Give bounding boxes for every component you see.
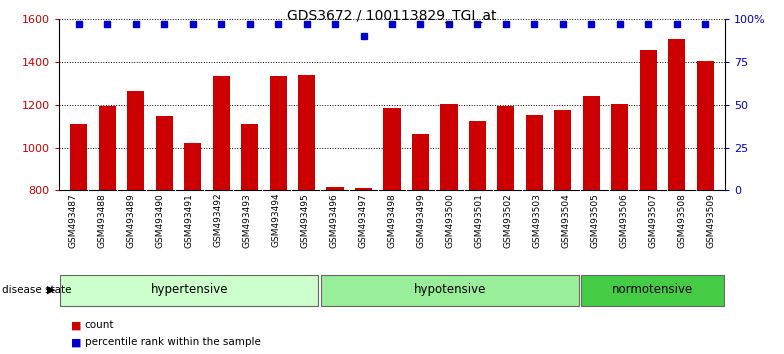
Text: GSM493492: GSM493492 <box>214 193 223 247</box>
Text: disease state: disease state <box>2 285 71 295</box>
Bar <box>241 124 258 354</box>
Text: GSM493502: GSM493502 <box>503 193 513 247</box>
Bar <box>526 115 543 354</box>
Text: GSM493498: GSM493498 <box>387 193 397 247</box>
Bar <box>583 96 600 354</box>
Bar <box>554 110 572 354</box>
Text: GSM493488: GSM493488 <box>98 193 107 247</box>
Text: GSM493490: GSM493490 <box>156 193 165 247</box>
Text: normotensive: normotensive <box>612 283 693 296</box>
Bar <box>668 39 685 354</box>
Text: hypotensive: hypotensive <box>414 283 486 296</box>
Text: GSM493505: GSM493505 <box>590 193 599 248</box>
Bar <box>321 275 579 306</box>
Bar <box>326 187 343 354</box>
Bar <box>298 75 315 354</box>
Text: ▶: ▶ <box>47 285 55 295</box>
Text: GSM493506: GSM493506 <box>619 193 628 248</box>
Text: GSM493508: GSM493508 <box>677 193 686 248</box>
Bar <box>355 188 372 354</box>
Bar <box>412 133 429 354</box>
Text: GSM493497: GSM493497 <box>358 193 368 247</box>
Bar <box>497 106 514 354</box>
Text: GSM493491: GSM493491 <box>185 193 194 247</box>
Text: GSM493487: GSM493487 <box>69 193 78 247</box>
Text: hypertensive: hypertensive <box>151 283 228 296</box>
Text: ■: ■ <box>71 337 81 348</box>
Text: GDS3672 / 100113829_TGI_at: GDS3672 / 100113829_TGI_at <box>287 9 497 23</box>
Text: count: count <box>85 320 114 331</box>
Text: GSM493494: GSM493494 <box>271 193 281 247</box>
Bar <box>212 76 230 354</box>
Text: GSM493509: GSM493509 <box>706 193 715 248</box>
Bar <box>71 124 87 354</box>
Text: GSM493489: GSM493489 <box>127 193 136 247</box>
Bar <box>469 121 486 354</box>
Bar <box>156 116 172 354</box>
Text: GSM493499: GSM493499 <box>416 193 426 247</box>
Bar <box>582 275 724 306</box>
Text: GSM493501: GSM493501 <box>474 193 484 248</box>
Text: GSM493495: GSM493495 <box>300 193 310 247</box>
Text: GSM493496: GSM493496 <box>329 193 339 247</box>
Text: GSM493503: GSM493503 <box>532 193 542 248</box>
Text: ■: ■ <box>71 320 81 331</box>
Bar <box>640 50 657 354</box>
Bar <box>612 103 628 354</box>
Bar <box>697 61 713 354</box>
Bar <box>383 108 401 354</box>
Text: GSM493507: GSM493507 <box>648 193 657 248</box>
Text: GSM493504: GSM493504 <box>561 193 570 247</box>
Bar <box>184 143 201 354</box>
Bar <box>127 91 144 354</box>
Text: GSM493493: GSM493493 <box>242 193 252 247</box>
Text: percentile rank within the sample: percentile rank within the sample <box>85 337 260 348</box>
Bar <box>270 76 287 354</box>
Bar <box>60 275 318 306</box>
Bar <box>99 106 116 354</box>
Bar <box>441 103 458 354</box>
Text: GSM493500: GSM493500 <box>445 193 455 248</box>
